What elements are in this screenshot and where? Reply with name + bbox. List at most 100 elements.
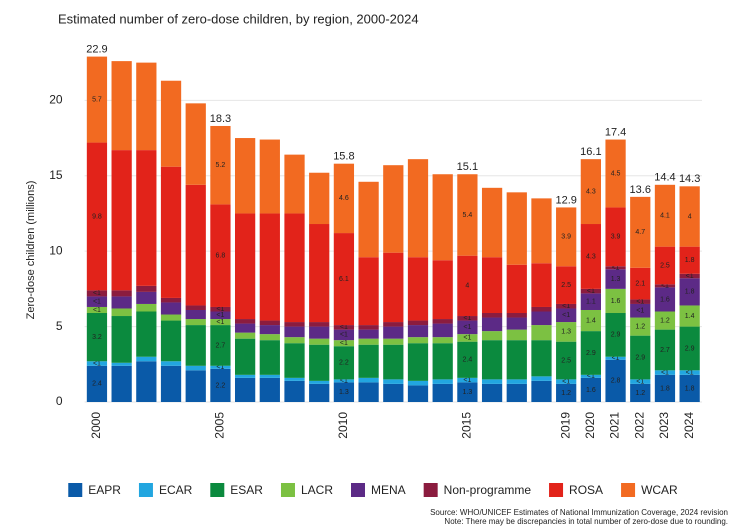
data-label: <1 [340, 340, 348, 347]
data-label: <1 [340, 332, 348, 339]
bar-segment [136, 356, 157, 362]
bar-segment [309, 380, 330, 384]
bar-segment [407, 257, 429, 321]
data-label: 1.3 [463, 389, 473, 396]
x-tick-label: 2019 [558, 412, 572, 439]
bar-segment [185, 370, 206, 402]
bar-segment [259, 320, 280, 326]
y-tick-label: 15 [49, 168, 63, 182]
bar-segment [531, 198, 552, 264]
bar-segment [333, 382, 355, 402]
y-tick-label: 20 [49, 93, 63, 107]
y-tick-label: 5 [56, 319, 63, 333]
data-label: <1 [612, 265, 620, 272]
bar-segment [284, 322, 305, 327]
data-label: 3.2 [92, 334, 102, 341]
total-label: 14.3 [679, 173, 700, 185]
bar-segment [160, 80, 182, 167]
data-label: 1.4 [586, 317, 596, 324]
data-label: <1 [686, 273, 694, 280]
bar-segment [111, 308, 132, 317]
bar-segment [654, 184, 676, 247]
bar-segment [136, 285, 157, 292]
bar-segment [333, 325, 355, 330]
bar-segment [86, 56, 108, 143]
total-label: 16.1 [580, 146, 601, 158]
data-label: <1 [636, 299, 644, 306]
data-label: 4.6 [339, 195, 349, 202]
legend-swatch [68, 483, 83, 497]
bar-segment [383, 326, 404, 339]
data-label: <1 [216, 319, 224, 326]
bar-segment [136, 291, 157, 304]
bar-segment [630, 335, 651, 380]
bar-segment [185, 309, 206, 320]
bar-segment [111, 362, 132, 366]
bar-segment [481, 317, 503, 332]
data-label: 1.2 [660, 317, 670, 324]
bar-segment [358, 377, 379, 383]
bar-segment [556, 266, 577, 304]
bar-segment [605, 139, 626, 208]
data-label: 5.7 [92, 96, 102, 103]
legend-label: EAPR [88, 483, 121, 497]
bar-segment [358, 329, 379, 339]
data-label: <1 [463, 377, 471, 384]
bar-segment [630, 317, 651, 336]
bar-segment [284, 326, 305, 338]
bar-segment [383, 344, 404, 380]
bar-segment [309, 383, 330, 402]
bar-segment [309, 338, 330, 345]
data-label: 1.8 [685, 289, 695, 296]
legend-label: ECAR [159, 483, 193, 497]
bar-segment [679, 246, 700, 274]
bar-segment [432, 379, 453, 384]
x-tick-label: 2000 [89, 412, 103, 439]
bar-segment [481, 383, 503, 402]
bar-segment [86, 361, 108, 366]
bar-segment [556, 383, 577, 402]
data-label: <1 [636, 378, 644, 385]
data-label: 2.9 [635, 354, 645, 361]
data-label: 2.5 [660, 262, 670, 269]
bar-segment [481, 257, 503, 314]
data-label: <1 [216, 306, 224, 313]
data-label: 4 [688, 213, 692, 220]
bar-segment [86, 290, 108, 297]
data-label: 4.5 [611, 170, 621, 177]
bar-segment [556, 303, 577, 309]
data-label: 2.4 [92, 381, 102, 388]
bar-segment [210, 325, 231, 366]
bar-segment [358, 338, 379, 345]
bar-segment [234, 319, 256, 324]
data-label: <1 [562, 378, 570, 385]
bar-segment [630, 379, 651, 384]
data-label: <1 [216, 312, 224, 319]
bar-segment [111, 365, 132, 402]
data-label: 4.1 [660, 213, 670, 220]
legend-swatch [423, 483, 438, 497]
legend-swatch [280, 483, 295, 497]
bar-segment [630, 303, 651, 318]
bar-segment [234, 338, 256, 375]
data-label: <1 [686, 369, 694, 376]
bar-segment [457, 382, 478, 402]
bar-segment [654, 284, 676, 288]
bar-segment [111, 61, 132, 151]
data-label: 6.1 [339, 276, 349, 283]
bar-segment [259, 213, 280, 321]
data-label: 5.2 [216, 162, 226, 169]
total-label: 14.4 [654, 172, 675, 184]
bar-segment [407, 337, 429, 344]
bar-segment [457, 255, 478, 317]
bar-segment [383, 322, 404, 327]
bar-segment [234, 323, 256, 333]
bar-segment [160, 297, 182, 303]
bar-segment [407, 320, 429, 326]
bar-segment [481, 379, 503, 384]
data-label: 2.2 [339, 360, 349, 367]
data-label: 2.7 [660, 347, 670, 354]
legend-label: ESAR [230, 483, 263, 497]
bar-segment [185, 365, 206, 371]
